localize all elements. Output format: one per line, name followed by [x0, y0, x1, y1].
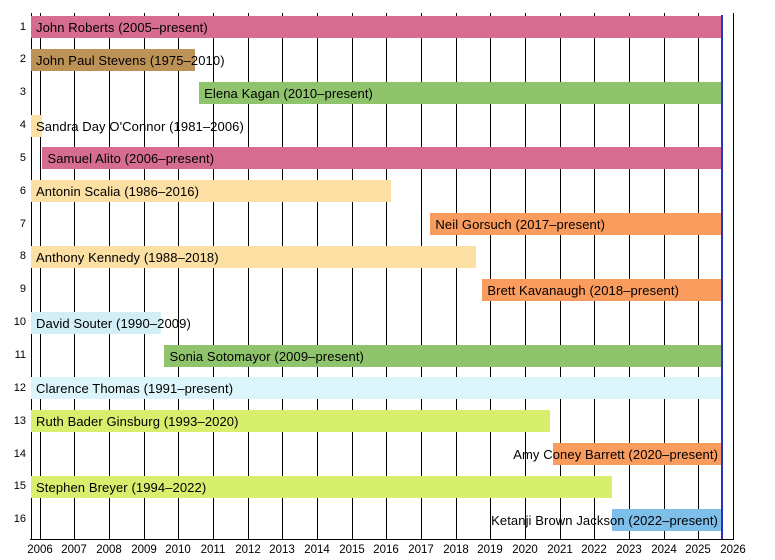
tenure-bar	[31, 48, 196, 71]
tenure-bar	[31, 311, 161, 334]
tenure-bar-label: Amy Coney Barrett (2020–present)	[513, 447, 718, 463]
year-gridline	[282, 13, 283, 539]
row-number: 4	[19, 119, 26, 132]
year-gridline	[560, 13, 561, 539]
year-tick-label: 2022	[581, 544, 607, 556]
year-tick-label: 2017	[408, 544, 434, 556]
year-tick-label: 2019	[477, 544, 503, 556]
tenure-bar-label: Sandra Day O'Connor (1981–2006)	[36, 118, 244, 134]
tenure-bar	[31, 245, 476, 268]
tenure-bar	[482, 278, 723, 301]
tenure-bar	[42, 147, 723, 170]
year-gridline	[317, 13, 318, 539]
year-tick-label: 2023	[616, 544, 642, 556]
year-tick-label: 2026	[720, 544, 746, 556]
tenure-bar-label: Brett Kavanaugh (2018–present)	[487, 282, 680, 298]
year-tick-label: 2007	[61, 544, 87, 556]
tenure-bar-label: Stephen Breyer (1994–2022)	[36, 479, 207, 495]
year-gridline	[664, 13, 665, 539]
row-number: 11	[14, 349, 26, 361]
year-tick-label: 2009	[131, 544, 157, 556]
year-gridline	[421, 13, 422, 539]
year-gridline	[594, 13, 595, 539]
year-gridline	[213, 13, 214, 539]
row-number: 3	[19, 86, 26, 99]
tenure-bar-label: Samuel Alito (2006–present)	[47, 151, 215, 167]
tenure-bar-label: David Souter (1990–2009)	[36, 315, 191, 331]
year-tick-label: 2015	[339, 544, 365, 556]
tenure-bar	[430, 213, 723, 236]
tenure-bar	[611, 508, 723, 531]
year-tick-label: 2021	[547, 544, 573, 556]
tenure-bar-label: Ketanji Brown Jackson (2022–present)	[491, 512, 718, 528]
tenure-bar-label: John Paul Stevens (1975–2010)	[36, 52, 225, 68]
year-gridline	[698, 13, 699, 539]
year-tick-label: 2016	[373, 544, 399, 556]
tenure-bar	[31, 16, 723, 38]
year-gridline	[386, 13, 387, 539]
year-gridline	[629, 13, 630, 539]
year-gridline	[490, 13, 491, 539]
year-tick-label: 2020	[512, 544, 538, 556]
row-number: 2	[19, 53, 26, 66]
tenure-bar	[31, 114, 43, 137]
year-tick-label: 2012	[235, 544, 261, 556]
year-tick-label: 2010	[165, 544, 191, 556]
year-gridline	[144, 13, 145, 539]
year-tick-label: 2014	[304, 544, 330, 556]
year-tick-label: 2011	[200, 544, 226, 556]
tenure-bar	[31, 180, 391, 203]
tenure-bar-label: Clarence Thomas (1991–present)	[36, 381, 234, 397]
row-number: 6	[19, 184, 26, 197]
x-axis-line	[30, 539, 734, 540]
row-number: 1	[19, 20, 26, 33]
tenure-bar-label: Neil Gorsuch (2017–present)	[435, 217, 606, 233]
year-gridline	[109, 13, 110, 539]
row-number: 7	[19, 217, 26, 230]
tenure-bar	[31, 377, 723, 400]
year-gridline	[525, 13, 526, 539]
tenure-bar	[199, 81, 723, 104]
tenure-bar-label: Elena Kagan (2010–present)	[204, 85, 373, 101]
tenure-bar-label: Ruth Bader Ginsburg (1993–2020)	[36, 414, 239, 430]
tenure-bar	[164, 344, 723, 367]
tenure-bar	[553, 443, 723, 466]
row-number: 10	[13, 316, 26, 329]
year-tick-label: 2006	[27, 544, 53, 556]
tenure-bar	[31, 410, 550, 433]
tenure-bar-label: Antonin Scalia (1986–2016)	[36, 184, 200, 200]
row-number: 9	[19, 283, 26, 296]
year-gridline	[74, 13, 75, 539]
row-number: 15	[13, 480, 26, 493]
year-gridline	[178, 13, 179, 539]
year-tick-label: 2025	[685, 544, 711, 556]
tenure-bar	[31, 475, 612, 498]
row-number: 14	[13, 447, 26, 460]
row-number: 13	[13, 414, 26, 427]
year-gridline	[40, 13, 41, 539]
tenure-bar-label: Sonia Sotomayor (2009–present)	[169, 348, 364, 364]
plot-left-border	[31, 13, 32, 539]
row-number: 8	[19, 250, 26, 263]
today-line	[721, 15, 724, 539]
tenure-bar-label: John Roberts (2005–present)	[36, 20, 208, 35]
row-number: 16	[13, 513, 26, 526]
year-gridline	[248, 13, 249, 539]
tenure-bar-label: Anthony Kennedy (1988–2018)	[36, 249, 219, 265]
year-tick-label: 2013	[269, 544, 295, 556]
year-tick-label: 2024	[651, 544, 677, 556]
row-number: 5	[19, 151, 26, 164]
year-gridline	[352, 13, 353, 539]
year-gridline	[733, 13, 734, 539]
year-tick-label: 2008	[96, 544, 122, 556]
year-gridline	[456, 13, 457, 539]
row-number: 12	[13, 381, 26, 394]
year-tick-label: 2018	[443, 544, 469, 556]
